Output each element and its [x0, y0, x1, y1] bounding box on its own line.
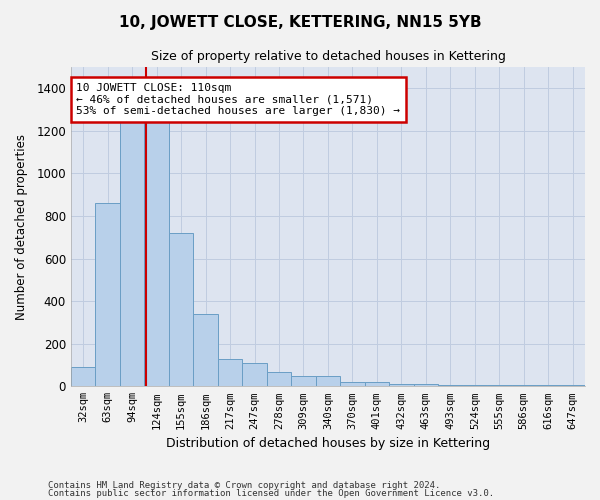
Bar — [193, 314, 218, 386]
Text: 10 JOWETT CLOSE: 110sqm
← 46% of detached houses are smaller (1,571)
53% of semi: 10 JOWETT CLOSE: 110sqm ← 46% of detache… — [76, 83, 400, 116]
Bar — [145, 114, 169, 386]
Text: 10, JOWETT CLOSE, KETTERING, NN15 5YB: 10, JOWETT CLOSE, KETTERING, NN15 5YB — [119, 15, 481, 30]
Bar — [291, 376, 316, 386]
Y-axis label: Number of detached properties: Number of detached properties — [15, 134, 28, 320]
Text: Contains HM Land Registry data © Crown copyright and database right 2024.: Contains HM Land Registry data © Crown c… — [48, 480, 440, 490]
Bar — [71, 367, 95, 386]
X-axis label: Distribution of detached houses by size in Kettering: Distribution of detached houses by size … — [166, 437, 490, 450]
Bar — [413, 384, 438, 386]
Title: Size of property relative to detached houses in Kettering: Size of property relative to detached ho… — [151, 50, 505, 63]
Bar — [169, 233, 193, 386]
Bar — [316, 376, 340, 386]
Bar — [560, 385, 585, 386]
Bar — [463, 385, 487, 386]
Bar — [389, 384, 413, 386]
Bar — [512, 385, 536, 386]
Bar — [487, 385, 512, 386]
Bar — [365, 382, 389, 386]
Bar — [120, 101, 145, 386]
Bar — [218, 358, 242, 386]
Bar — [267, 372, 291, 386]
Bar — [340, 382, 365, 386]
Bar — [536, 385, 560, 386]
Bar — [438, 384, 463, 386]
Bar — [95, 203, 120, 386]
Text: Contains public sector information licensed under the Open Government Licence v3: Contains public sector information licen… — [48, 489, 494, 498]
Bar — [242, 363, 267, 386]
